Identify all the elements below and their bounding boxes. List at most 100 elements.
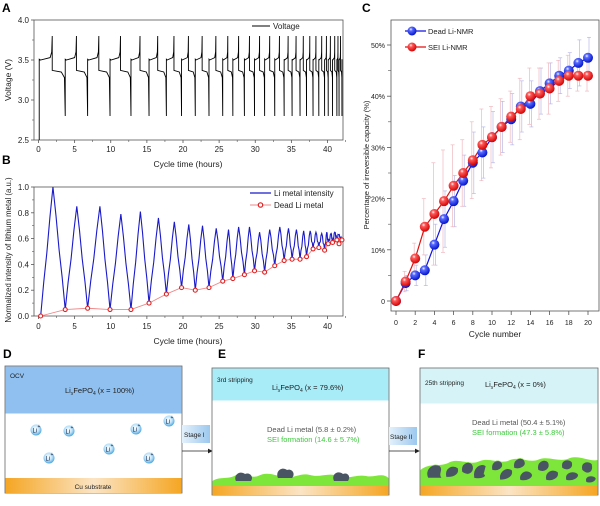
plot-frame-c: [390, 19, 600, 312]
dead-li-metal-point: [281, 257, 287, 264]
li-ion-icon: [163, 415, 175, 427]
x-tick-label-a: 15: [142, 145, 151, 154]
sei-li-nmr-point: [458, 168, 469, 178]
panel-b: B 0.0 0.2 0.4 0.6 0.8 1.0 0 5 10 15 20 25 30 35 40 No…: [2, 153, 346, 346]
cathode-layer-d: [5, 366, 182, 414]
li-ion-label: Li: [166, 420, 171, 426]
x-tick-label-b: 20: [179, 322, 188, 331]
sei-layer-e: [212, 473, 389, 487]
panel-label-b: B: [2, 153, 11, 167]
y-tick-label-c: 0: [381, 299, 385, 306]
dead-li-metal-point: [322, 247, 328, 253]
y-tick-label-c: 30%: [371, 145, 385, 152]
dead-li-metal-point: [179, 285, 185, 291]
sei-li-nmr-point: [410, 253, 421, 264]
li-ion-label: Li: [46, 457, 51, 463]
sei-li-nmr-point: [535, 88, 545, 99]
dead-li-metal-point: [303, 254, 310, 260]
dead-li-deposit: [565, 471, 579, 481]
dead-li-metal-point: [241, 272, 247, 278]
sei-li-nmr-point: [467, 155, 478, 166]
sei-li-nmr-point: [583, 70, 593, 81]
x-axis-label-a: Cycle time (hours): [154, 159, 223, 169]
dead-li-metal-point: [163, 291, 169, 297]
dead-li-nmr-point: [525, 98, 536, 109]
legend-swatch-sei-li-nmr-marker: [407, 42, 417, 52]
dead-li-metal-point: [334, 237, 340, 243]
dead-li-deposit: [585, 475, 597, 484]
stage-ii-box: [389, 427, 417, 445]
dead-li-metal-point: [107, 306, 113, 313]
y-tick-label-a: 3.5: [18, 56, 30, 65]
y-tick-label-b: 0.2: [18, 286, 30, 295]
li-ion-charge: +: [111, 443, 114, 449]
dead-li-metal-point: [146, 300, 152, 306]
li-ion-charge: +: [71, 425, 74, 431]
legend-label-sei-li-nmr: SEI Li-NMR: [428, 43, 468, 52]
dead-li-metal-point: [316, 245, 322, 251]
stage-i-label: Stage I: [184, 432, 205, 439]
x-tick-label-b: 30: [251, 322, 260, 331]
x-tick-label-a: 10: [106, 145, 115, 154]
sei-li-nmr-point: [439, 196, 449, 207]
dead-li-nmr-point: [583, 52, 593, 63]
x-tick-label-c: 18: [565, 320, 573, 327]
li-ion-icon: [63, 425, 75, 437]
dead-li-deposit: [519, 470, 533, 481]
y-tick-label-b: 0.6: [18, 235, 30, 244]
dead-li-metal-point: [336, 241, 342, 247]
x-axis-label-b: Cycle time (hours): [154, 336, 223, 346]
x-tick-label-a: 5: [72, 145, 77, 154]
sei-text-f: SEI formation (47.3 ± 5.8%): [472, 428, 565, 437]
dead-li-nmr-point: [458, 175, 469, 186]
schematic-e: E 3rd stripping LixFePO4 (x = 79.6%) Dea…: [211, 347, 390, 496]
x-tick-label-c: 8: [471, 320, 475, 327]
x-tick-label-b: 5: [72, 322, 77, 331]
dead-li-deposits-e: [235, 468, 350, 481]
legend-swatch-dead-li-marker: [257, 202, 264, 208]
panel-label-d: D: [3, 347, 12, 361]
sei-li-nmr-point: [477, 139, 488, 150]
dead-li-deposit: [537, 460, 550, 472]
substrate-label-d: Cu substrate: [75, 484, 112, 491]
dead-li-metal-point: [220, 278, 226, 284]
sei-li-nmr-point: [400, 276, 411, 287]
li-ion-label: Li: [146, 457, 151, 463]
y-tick-label-c: 50%: [371, 43, 385, 50]
li-ion-icon: [43, 452, 55, 464]
dead-li-text-e: Dead Li metal (5.8 ± 0.2%): [267, 425, 357, 434]
voltage-line: [38, 35, 343, 140]
x-tick-label-a: 35: [287, 145, 296, 154]
y-tick-label-b: 0.4: [18, 260, 30, 269]
dead-li-nmr-point: [573, 57, 584, 68]
sei-li-nmr-point: [554, 75, 565, 86]
dead-li-metal-point: [339, 237, 345, 243]
stage-ii-label: Stage II: [390, 434, 413, 441]
sei-li-nmr-point: [573, 70, 584, 81]
x-axis-label-c: Cycle number: [469, 329, 522, 339]
legend-label-dead-li-nmr: Dead Li-NMR: [428, 27, 474, 36]
x-tick-label-c: 0: [394, 320, 398, 327]
dead-li-nmr-point: [410, 270, 421, 281]
dead-li-metal-point: [330, 239, 336, 246]
dead-li-metal-point: [310, 246, 316, 252]
dead-li-metal-point: [85, 305, 91, 311]
x-tick-label-b: 35: [287, 322, 296, 331]
li-ions: Li+Li+ Li+Li+Li+Li+Li+: [30, 415, 175, 464]
sei-text-e: SEI formation (14.6 ± 5.7%): [267, 435, 360, 444]
cathode-layer-e: [212, 368, 389, 401]
cu-substrate-bar-d: [5, 478, 182, 493]
panel-a: A 2.5 3.0 3.5 4.0 0 5 10 15 20 25 30 35 40 Voltage …: [2, 1, 346, 169]
legend-swatch-dead-li-nmr-marker: [407, 26, 417, 36]
y-tick-label-a: 2.5: [18, 136, 30, 145]
legend-label-dead-li: Dead Li metal: [274, 201, 324, 210]
x-tick-label-a: 20: [179, 145, 188, 154]
dead-li-nmr-point: [429, 239, 440, 250]
y-axis-label-b: Normalized intensity of lithium metal (a…: [4, 177, 13, 323]
sei-li-nmr-point: [429, 208, 440, 219]
li-ion-charge: +: [171, 415, 174, 421]
dead-li-metal-point: [325, 241, 331, 247]
y-tick-label-a: 4.0: [18, 16, 30, 25]
dead-li-metal-point: [192, 287, 198, 293]
y-tick-label-a: 3.0: [18, 96, 30, 105]
